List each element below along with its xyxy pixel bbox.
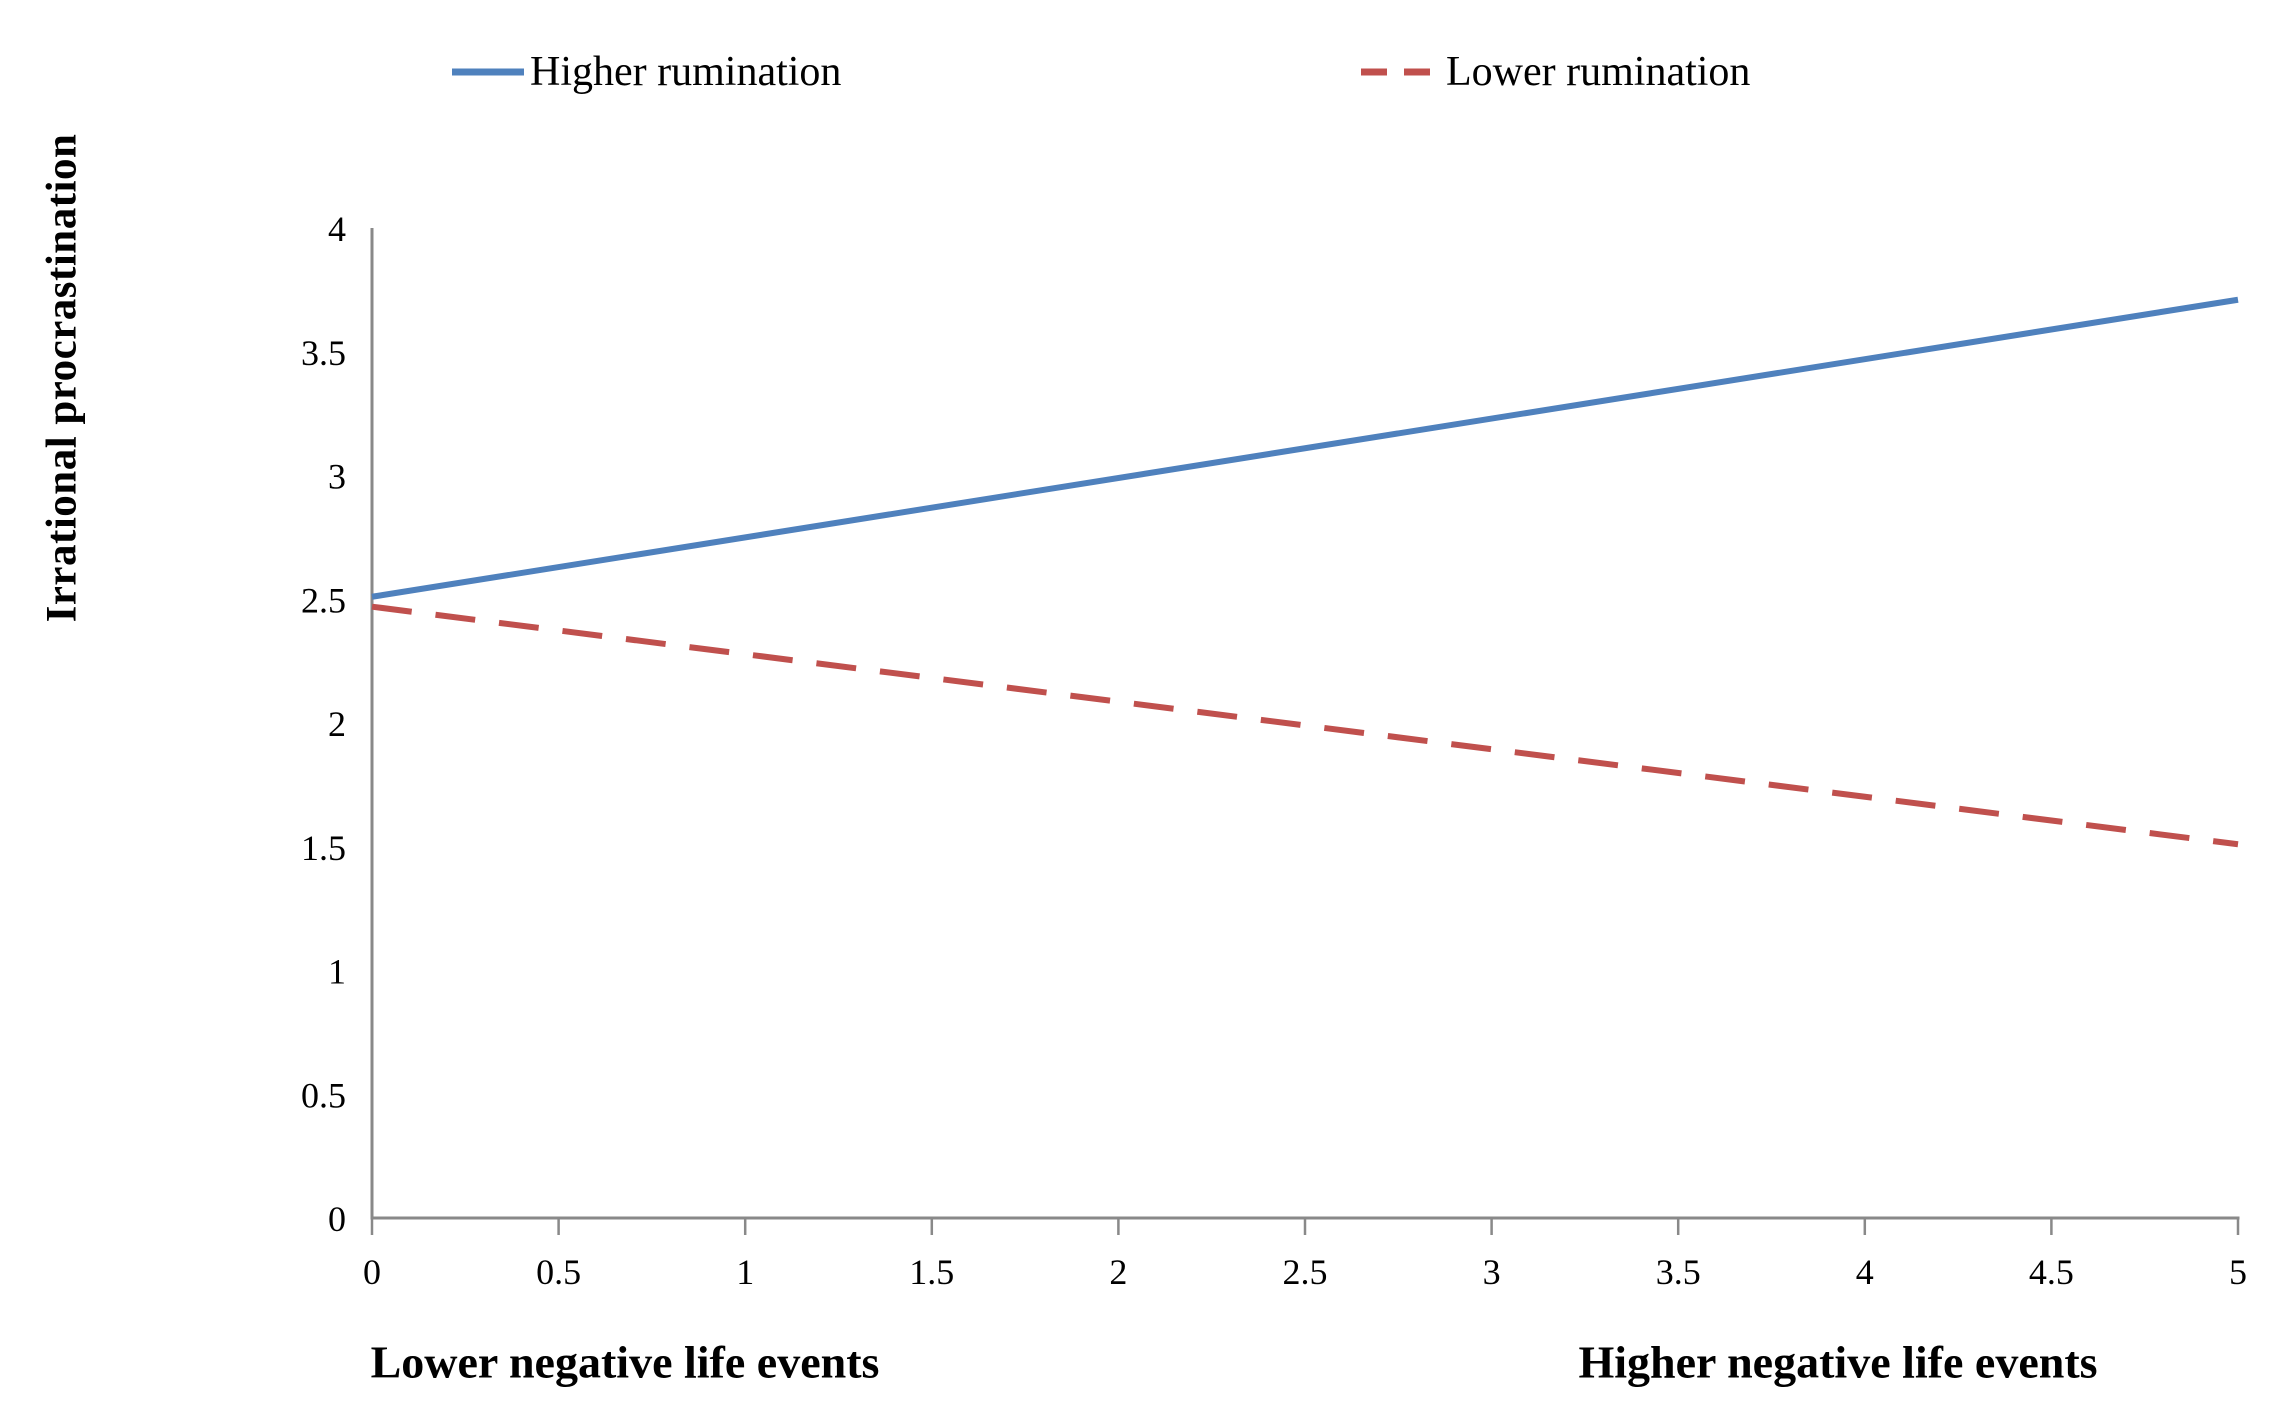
x-tick-label: 3.5 bbox=[1656, 1252, 1701, 1292]
x-tick-label: 3 bbox=[1483, 1252, 1501, 1292]
x-tick-label: 5 bbox=[2229, 1252, 2247, 1292]
y-tick-label: 3 bbox=[328, 457, 346, 497]
legend-label-higher-rumination: Higher rumination bbox=[530, 49, 842, 95]
y-tick-label: 1.5 bbox=[301, 828, 346, 868]
x-tick-label: 1.5 bbox=[909, 1252, 954, 1292]
x-tick-label: 2.5 bbox=[1283, 1252, 1328, 1292]
y-tick-label: 3.5 bbox=[301, 333, 346, 373]
x-tick-label: 1 bbox=[736, 1252, 754, 1292]
legend-item-higher-rumination: Higher rumination bbox=[450, 46, 841, 98]
legend-item-lower-rumination: Lower rumination bbox=[1360, 46, 1750, 98]
y-tick-label: 4 bbox=[328, 209, 346, 249]
y-tick-label: 1 bbox=[328, 952, 346, 992]
x-tick-label: 4 bbox=[1856, 1252, 1874, 1292]
legend-label-lower-rumination: Lower rumination bbox=[1446, 49, 1751, 95]
legend-dashed-line-icon bbox=[1361, 68, 1441, 76]
series-line-higher-rumination bbox=[371, 296, 2239, 600]
x-axis-label-higher: Higher negative life events bbox=[1578, 1336, 2098, 1388]
legend-solid-line-icon bbox=[452, 68, 524, 76]
x-axis-label-lower: Lower negative life events bbox=[370, 1336, 880, 1388]
y-tick-label: 2.5 bbox=[301, 580, 346, 620]
y-tick-label: 2 bbox=[328, 704, 346, 744]
y-tick-label: 0 bbox=[328, 1199, 346, 1239]
x-tick-label: 0.5 bbox=[536, 1252, 581, 1292]
y-tick-label: 0.5 bbox=[301, 1075, 346, 1115]
x-tick-label: 0 bbox=[363, 1252, 381, 1292]
series-line-lower-rumination bbox=[371, 603, 2239, 848]
x-tick-label: 4.5 bbox=[2029, 1252, 2074, 1292]
x-tick-label: 2 bbox=[1109, 1252, 1127, 1292]
